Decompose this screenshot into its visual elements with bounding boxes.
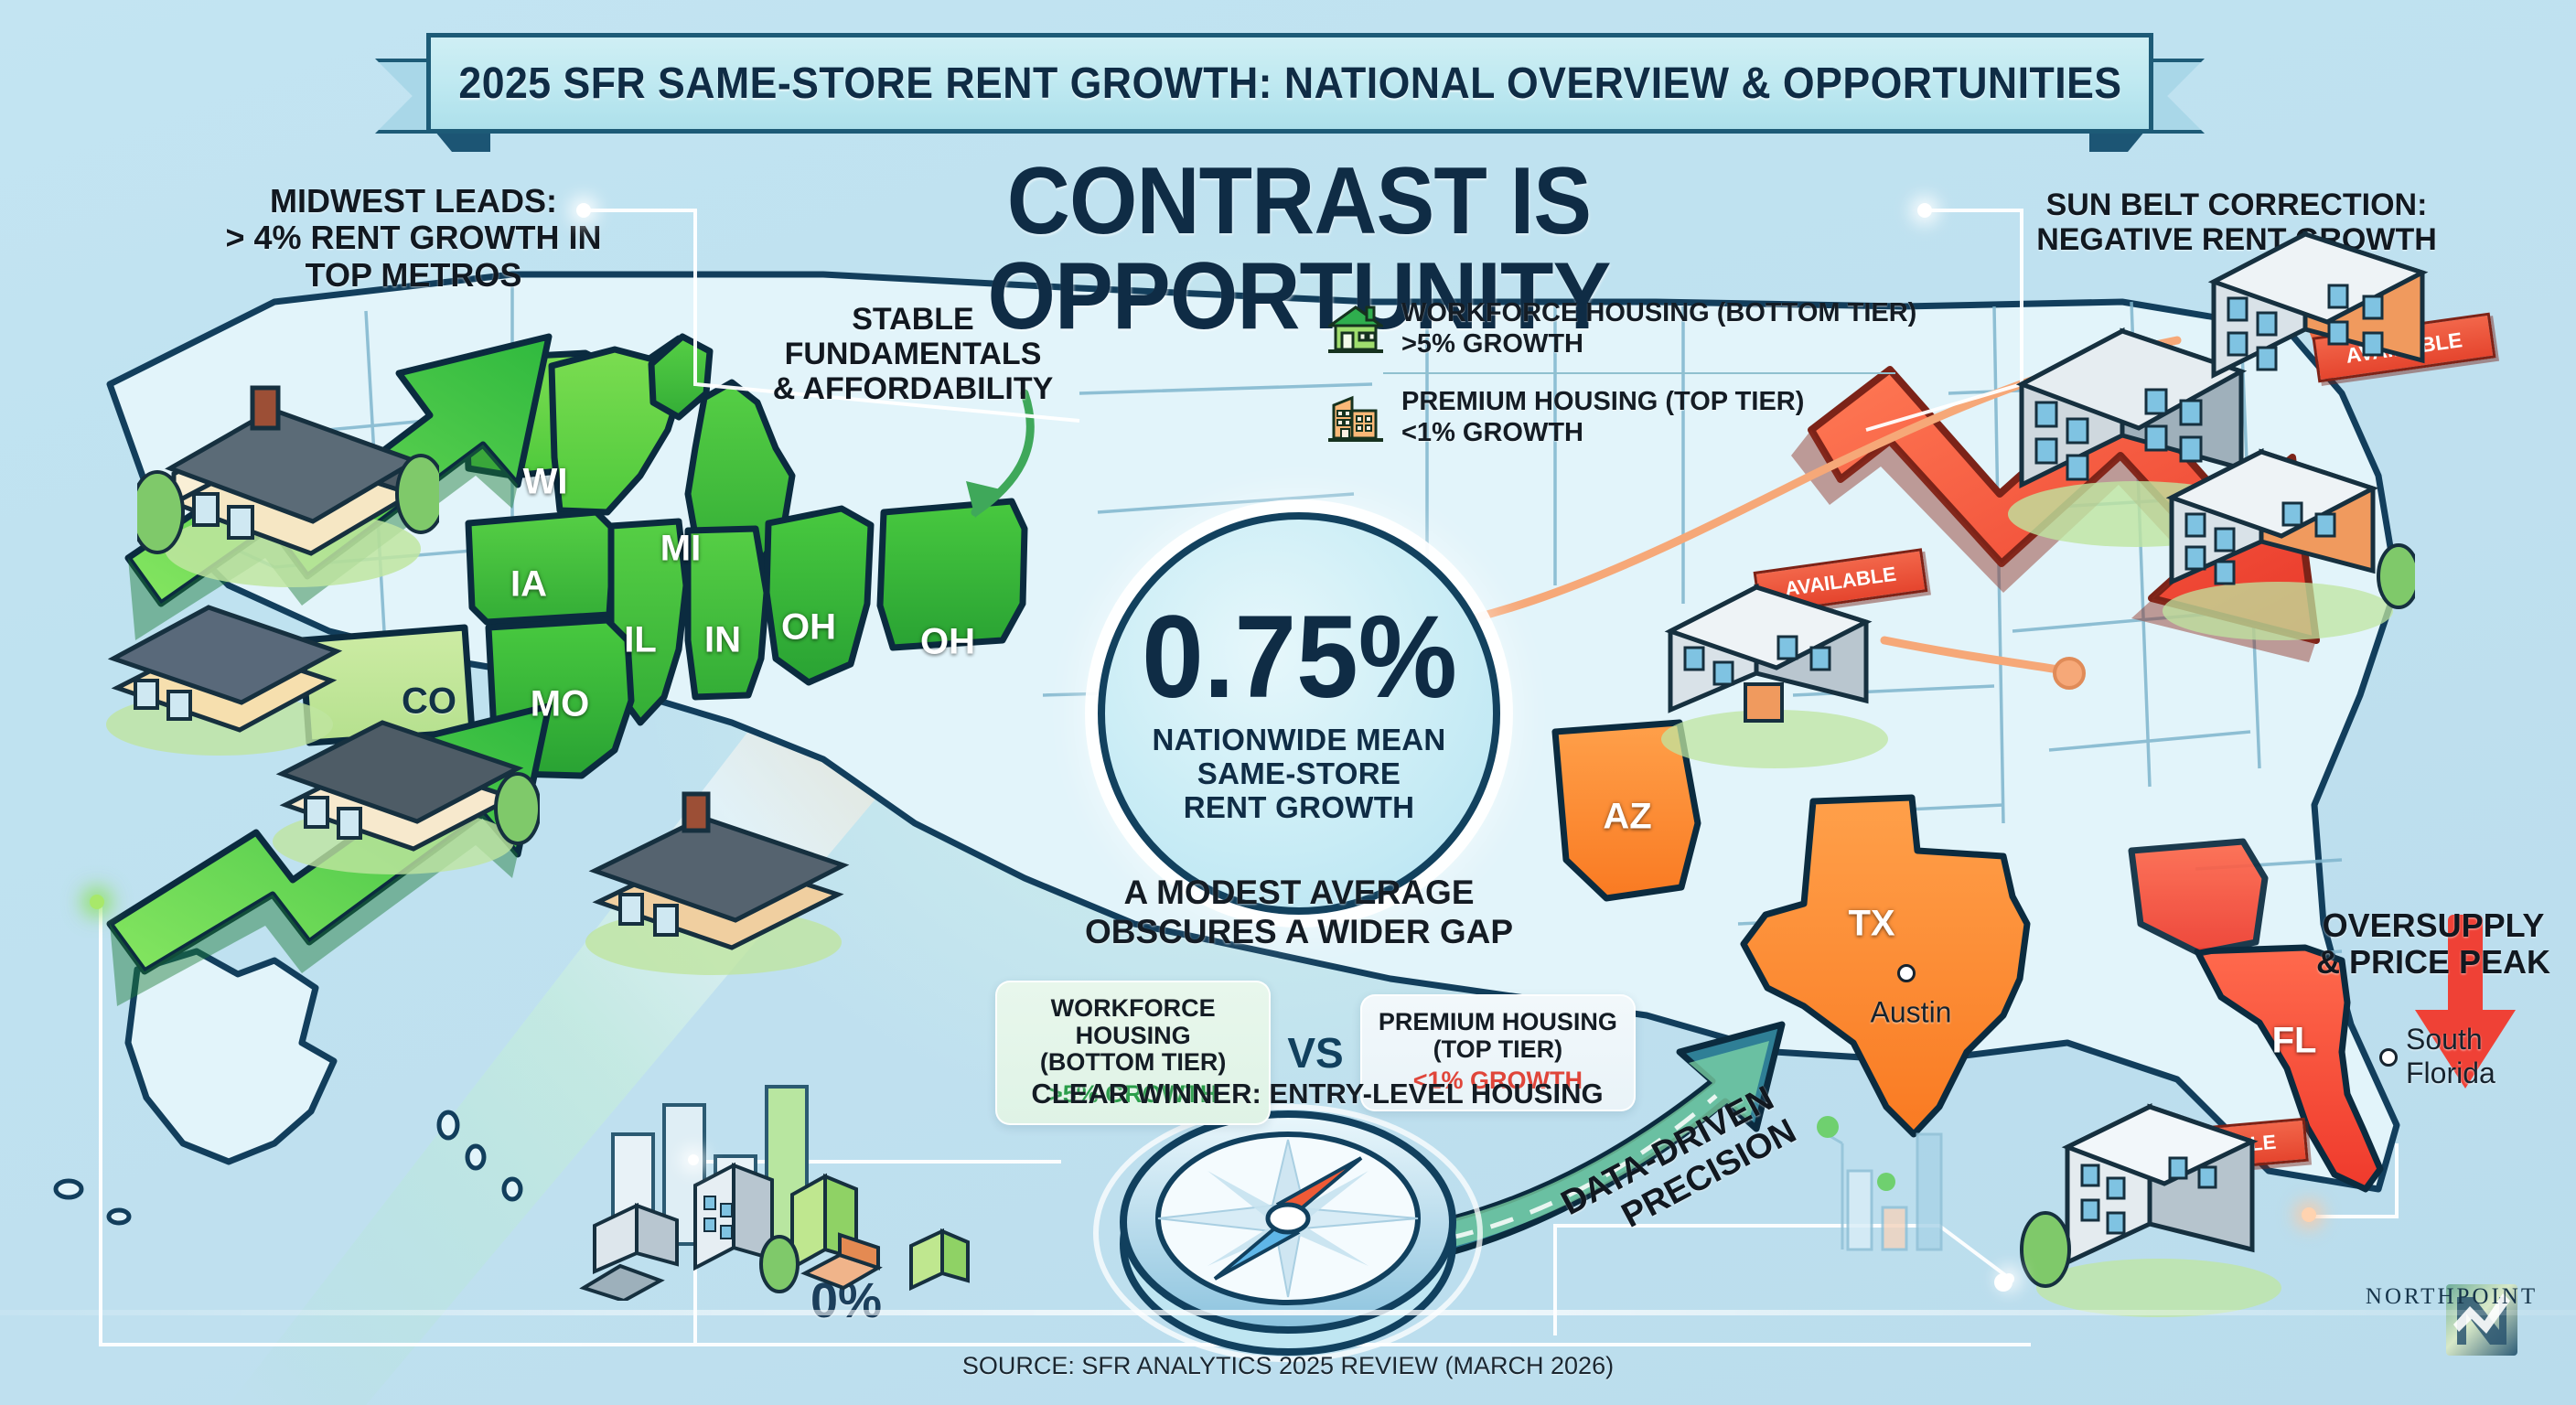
comparison-card-premium: PREMIUM HOUSING (TOP TIER) <1% GROWTH — [1359, 993, 1636, 1112]
comparison-heading-line1: A MODEST AVERAGE — [1123, 874, 1475, 911]
comparison-workforce-title-line2: (BOTTOM TIER) — [1039, 1048, 1227, 1077]
city-label-austin: Austin — [1870, 995, 1952, 1029]
house-illustration-3 — [247, 677, 542, 883]
apartment-icon — [1328, 395, 1383, 442]
comparison-workforce-title-line1: WORKFORCE HOUSING — [1050, 994, 1216, 1049]
comparison-premium-title-line1: PREMIUM HOUSING — [1378, 1007, 1617, 1035]
legend-workforce-value: >5% GROWTH — [1401, 328, 1583, 359]
annotation-midwest: MIDWEST LEADS: > 4% RENT GROWTH IN TOP M… — [212, 182, 615, 294]
housing-tier-legend: WORKFORCE HOUSING (BOTTOM TIER) >5% GROW… — [1328, 291, 1950, 456]
state-label-mo: MO — [530, 683, 590, 724]
legend-workforce-title: WORKFORCE HOUSING (BOTTOM TIER) — [1401, 298, 1917, 327]
state-label-il: IL — [624, 619, 657, 660]
apartment-illustration-5 — [2012, 1079, 2305, 1322]
state-label-co: CO — [402, 681, 456, 722]
town-cluster-illustration — [576, 1118, 1015, 1305]
house-icon — [1328, 305, 1383, 353]
brand-logo: NORTHPOINT — [2360, 1281, 2543, 1310]
apartment-illustration-2 — [2186, 183, 2461, 434]
annotation-oversupply-line2: & PRICE PEAK — [2315, 943, 2551, 981]
state-label-mi: MI — [660, 528, 702, 569]
title-ribbon: 2025 SFR SAME-STORE RENT GROWTH: NATIONA… — [375, 33, 2205, 152]
state-label-wi: WI — [522, 461, 568, 502]
ribbon-body: 2025 SFR SAME-STORE RENT GROWTH: NATIONA… — [426, 33, 2153, 134]
apartment-illustration-3 — [2141, 402, 2420, 645]
house-illustration-4 — [558, 768, 869, 983]
annotation-midwest-line2: > 4% RENT GROWTH IN — [225, 219, 602, 257]
annotation-sunbelt-line1: SUN BELT CORRECTION: — [2045, 188, 2428, 222]
comparison-card-workforce: WORKFORCE HOUSING (BOTTOM TIER) >5% GROW… — [995, 981, 1272, 1126]
apartment-illustration-4 — [1637, 540, 1912, 773]
house-illustration-1 — [130, 366, 446, 599]
medallion-label: NATIONWIDE MEAN SAME-STORE RENT GROWTH — [1152, 723, 1446, 825]
city-label-south-florida: South Florida — [2406, 1023, 2496, 1089]
brand-name: NORTHPOINT — [2365, 1284, 2538, 1309]
medallion-label-line3: RENT GROWTH — [1183, 790, 1415, 825]
comparison-winner: CLEAR WINNER: ENTRY-LEVEL HOUSING — [1031, 1078, 1604, 1110]
annotation-midwest-line3: TOP METROS — [305, 255, 522, 294]
annotation-midwest-line1: MIDWEST LEADS: — [270, 182, 557, 220]
city-marker-south-florida — [2379, 1048, 2398, 1067]
state-label-oh: OH — [920, 621, 975, 662]
legend-workforce-text: WORKFORCE HOUSING (BOTTOM TIER) >5% GROW… — [1401, 298, 1916, 359]
glow-node-center — [688, 1154, 699, 1165]
nationwide-mean-medallion: 0.75% NATIONWIDE MEAN SAME-STORE RENT GR… — [1098, 512, 1500, 915]
glow-node-chart — [2003, 1273, 2014, 1284]
medallion-value: 0.75% — [1141, 591, 1457, 723]
annotation-sunbelt: SUN BELT CORRECTION: NEGATIVE RENT GROWT… — [2031, 188, 2442, 257]
state-label-oh: OH — [781, 606, 836, 648]
legend-premium-title: PREMIUM HOUSING (TOP TIER) — [1401, 387, 1805, 417]
source-citation: SOURCE: SFR ANALYTICS 2025 REVIEW (MARCH… — [961, 1352, 1615, 1379]
comparison-heading-line2: OBSCURES A WIDER GAP — [1084, 912, 1513, 950]
legend-item-premium: PREMIUM HOUSING (TOP TIER) <1% GROWTH — [1328, 380, 1950, 456]
legend-premium-text: PREMIUM HOUSING (TOP TIER) <1% GROWTH — [1401, 387, 1804, 448]
annotation-sunbelt-line2: NEGATIVE RENT GROWTH — [2036, 222, 2437, 258]
state-label-in: IN — [704, 619, 741, 660]
glow-node-left — [576, 203, 591, 218]
comparison-separator: VS — [1287, 1029, 1344, 1078]
annotation-stable-fundamentals: STABLE FUNDAMENTALS & AFFORDABILITY — [757, 302, 1068, 406]
medallion-label-line1: NATIONWIDE MEAN — [1152, 723, 1446, 757]
legend-item-workforce: WORKFORCE HOUSING (BOTTOM TIER) >5% GROW… — [1328, 291, 1950, 367]
house-illustration-2 — [82, 567, 357, 764]
annotation-stable-line1: STABLE — [852, 302, 974, 337]
comparison-heading: A MODEST AVERAGE OBSCURES A WIDER GAP — [970, 874, 1628, 952]
annotation-oversupply-line1: OVERSUPPLY — [2322, 906, 2545, 944]
glow-node-right — [1917, 203, 1932, 218]
state-label-fl: FL — [2271, 1020, 2317, 1061]
annotation-stable-line3: & AFFORDABILITY — [772, 371, 1054, 407]
infographic-title: 2025 SFR SAME-STORE RENT GROWTH: NATIONA… — [457, 59, 2122, 108]
headline: CONTRAST IS OPPORTUNITY — [987, 148, 1612, 349]
medallion-label-line2: SAME-STORE — [1197, 756, 1401, 791]
city-marker-austin — [1897, 964, 1916, 982]
state-label-az: AZ — [1603, 796, 1652, 837]
footer-divider — [0, 1310, 2576, 1315]
comparison-premium-value: <1% GROWTH — [1412, 1067, 1583, 1095]
comparison-workforce-value: >5% GROWTH — [1048, 1080, 1218, 1109]
legend-divider — [1383, 372, 1895, 375]
annotation-oversupply: OVERSUPPLY & PRICE PEAK — [2296, 906, 2571, 981]
glow-node-bottom-right — [2302, 1207, 2316, 1222]
comparison-premium-title-line2: (TOP TIER) — [1433, 1035, 1563, 1063]
annotation-stable-line2: FUNDAMENTALS — [784, 337, 1042, 372]
comparison-row: WORKFORCE HOUSING (BOTTOM TIER) >5% GROW… — [995, 981, 1636, 1126]
state-label-tx: TX — [1848, 903, 1895, 944]
state-label-ia: IA — [510, 563, 547, 605]
legend-premium-value: <1% GROWTH — [1401, 417, 1583, 447]
glow-node-bottom-left — [90, 895, 104, 909]
